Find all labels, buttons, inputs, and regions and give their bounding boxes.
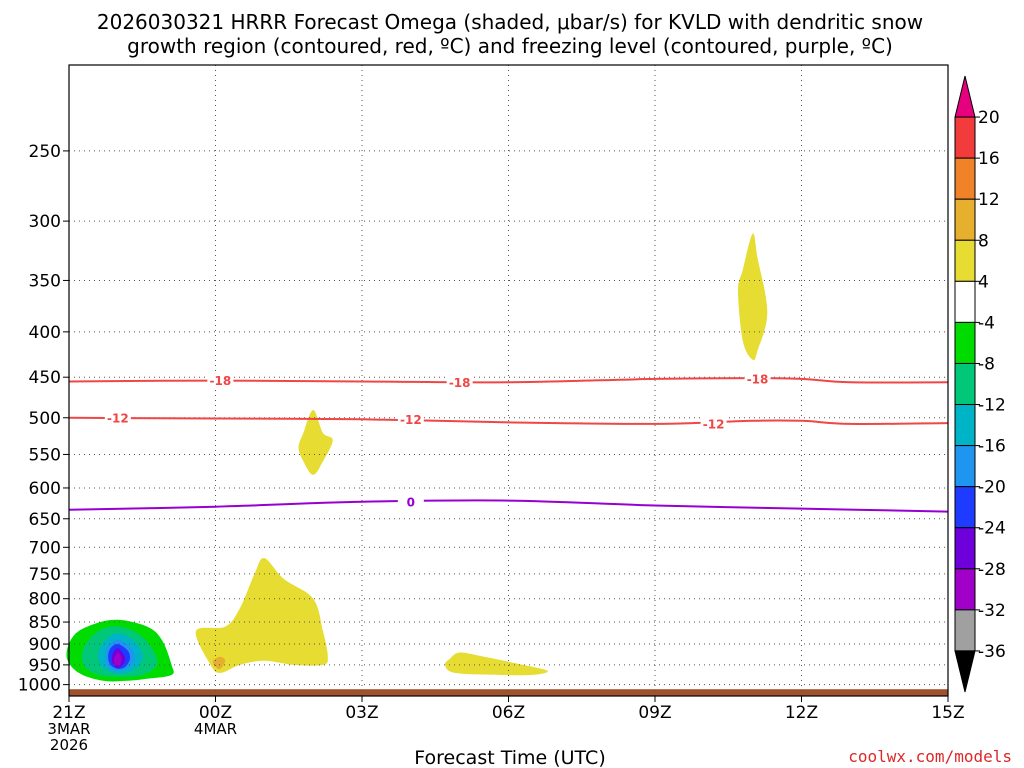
contour-line bbox=[68, 499, 949, 513]
omega-gt-8-low bbox=[212, 656, 226, 670]
chart-title-line2: growth region (contoured, red, ºC) and f… bbox=[127, 34, 893, 58]
colorbar-label: 16 bbox=[978, 149, 1000, 169]
x-tick-label: 12Z bbox=[785, 703, 818, 723]
contour-label: -12 bbox=[400, 413, 422, 427]
contour-label-bg bbox=[397, 412, 424, 427]
x-tick-label: 15Z bbox=[931, 703, 964, 723]
colorbar-box bbox=[954, 280, 976, 323]
x-tick-label: 3MAR bbox=[47, 720, 90, 738]
contour-labels: -18 -18 -18 -12 -12 -12 0 bbox=[104, 371, 771, 509]
y-tick-label: 550 bbox=[29, 445, 61, 465]
chart-title-line1: 2026030321 HRRR Forecast Omega (shaded, … bbox=[97, 10, 923, 34]
contour-label-bg bbox=[446, 375, 473, 390]
y-tick-label: 600 bbox=[29, 479, 61, 499]
y-tick-label: 350 bbox=[29, 271, 61, 291]
y-tick-label: 850 bbox=[29, 613, 61, 633]
ground-layer bbox=[69, 689, 948, 696]
colorbar-box bbox=[954, 116, 976, 159]
colorbar-top-arrow bbox=[954, 75, 976, 118]
y-tick-label: 900 bbox=[29, 635, 61, 655]
colorbar-box bbox=[954, 527, 976, 570]
y-tick-label: 300 bbox=[29, 212, 61, 232]
colorbar-bottom-arrow bbox=[954, 650, 976, 693]
colorbar-box bbox=[954, 198, 976, 241]
colorbar-label: 12 bbox=[978, 190, 1000, 210]
colorbar-label: -32 bbox=[978, 601, 1006, 621]
x-tick-label: 21Z bbox=[52, 703, 85, 723]
contour-label-bg bbox=[700, 416, 727, 431]
ground-bar bbox=[69, 689, 948, 696]
colorbar-label: -24 bbox=[978, 519, 1006, 539]
colorbar-label: -20 bbox=[978, 478, 1006, 498]
colorbar-label: -4 bbox=[978, 313, 995, 333]
contour-label: -12 bbox=[703, 417, 725, 431]
y-tick-label: 750 bbox=[29, 565, 61, 585]
x-tick-label: 03Z bbox=[345, 703, 378, 723]
colorbar-box bbox=[954, 486, 976, 529]
colorbar-box bbox=[954, 404, 976, 447]
omega-shading bbox=[66, 233, 768, 682]
y-tick-label: 950 bbox=[29, 656, 61, 676]
colorbar-label: -16 bbox=[978, 437, 1006, 457]
contour-label: -18 bbox=[747, 372, 769, 386]
x-tick-label: 2026 bbox=[50, 736, 88, 754]
contour-lines bbox=[68, 377, 949, 513]
colorbar-box bbox=[954, 362, 976, 406]
colorbar-label: -12 bbox=[978, 396, 1006, 416]
y-tick-label: 500 bbox=[29, 409, 61, 429]
omega-gt-4-low-mid bbox=[444, 652, 548, 676]
contour-label: -18 bbox=[449, 376, 471, 390]
colorbar-box bbox=[954, 445, 976, 488]
omega-lt-neg28 bbox=[113, 652, 122, 666]
y-tick-label: 400 bbox=[29, 323, 61, 343]
colorbar-label: 20 bbox=[978, 108, 1000, 128]
y-tick-label: 700 bbox=[29, 538, 61, 558]
contour-label-bg bbox=[397, 494, 424, 509]
x-tick-label: 00Z bbox=[199, 703, 232, 723]
y-axis-ticks: 2503003504004505005506006507007508008509… bbox=[18, 142, 69, 696]
colorbar-box bbox=[954, 609, 976, 652]
y-tick-label: 250 bbox=[29, 142, 61, 162]
y-tick-label: 800 bbox=[29, 590, 61, 610]
contour-label-bg bbox=[207, 373, 234, 388]
contour-label: 0 bbox=[407, 495, 415, 509]
contour-label-bg bbox=[104, 410, 131, 425]
x-tick-label: 4MAR bbox=[194, 720, 237, 738]
colorbar-label: 8 bbox=[978, 231, 989, 251]
credit-link[interactable]: coolwx.com/models bbox=[848, 747, 1012, 766]
colorbar-label: -28 bbox=[978, 560, 1006, 580]
colorbar: 20 16 12 8 4 -4 -8 -12 -16 -20 -24 -28 -32 -36 bbox=[954, 75, 1006, 693]
omega-gt-4-upper bbox=[738, 233, 768, 361]
colorbar-label: -36 bbox=[978, 642, 1006, 662]
contour-label: -18 bbox=[210, 374, 232, 388]
colorbar-label: -8 bbox=[978, 354, 995, 374]
colorbar-box bbox=[954, 568, 976, 611]
contour-line bbox=[68, 416, 949, 425]
y-tick-label: 650 bbox=[29, 510, 61, 530]
colorbar-label: 4 bbox=[978, 272, 989, 292]
x-tick-label: 09Z bbox=[638, 703, 671, 723]
colorbar-box bbox=[954, 239, 976, 282]
contour-label: -12 bbox=[107, 411, 129, 425]
y-tick-label: 1000 bbox=[18, 676, 61, 696]
colorbar-box bbox=[954, 157, 976, 200]
x-tick-label: 06Z bbox=[492, 703, 525, 723]
colorbar-box bbox=[954, 321, 976, 364]
y-tick-label: 450 bbox=[29, 368, 61, 388]
x-axis-label: Forecast Time (UTC) bbox=[414, 747, 605, 768]
omega-gt-4-mid bbox=[298, 410, 333, 475]
contour-label-bg bbox=[744, 371, 771, 386]
